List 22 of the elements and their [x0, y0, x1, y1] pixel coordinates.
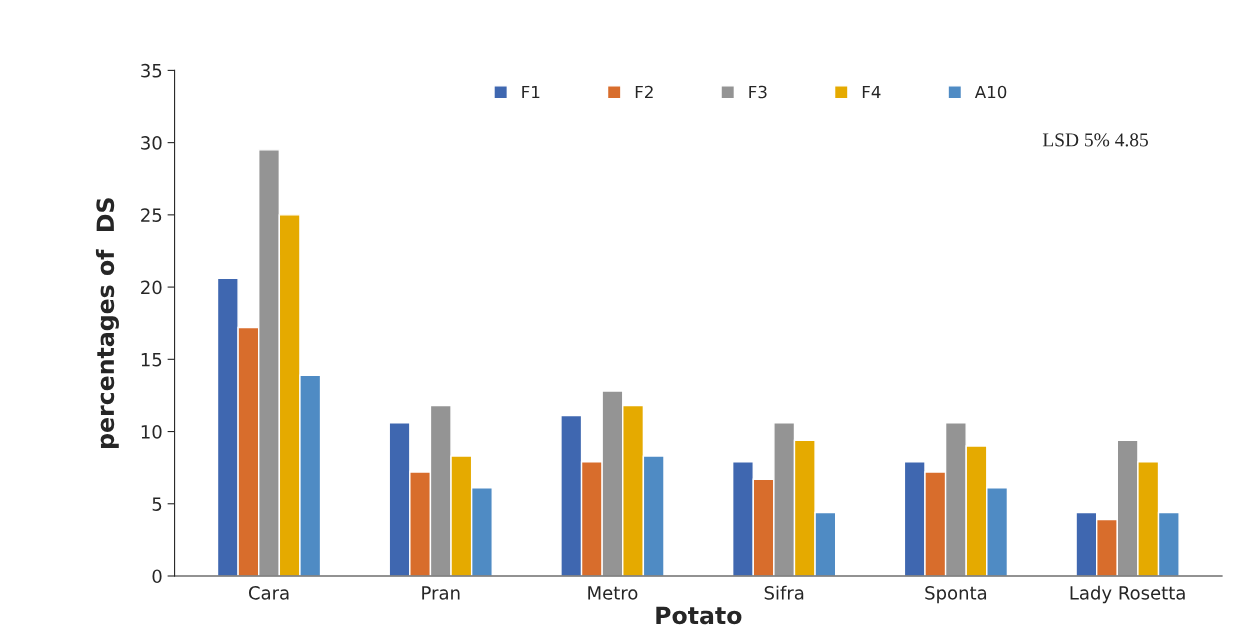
y-axis-title: percentages of DS [95, 198, 119, 448]
y-tick-label: 5 [152, 497, 162, 511]
x-tick-label: Metro [588, 586, 638, 600]
legend-label: F4 [862, 85, 881, 99]
y-tick-label: 30 [141, 136, 162, 150]
legend-label: F2 [635, 85, 653, 99]
y-tick-label: 0 [152, 569, 162, 584]
legend-label: F1 [522, 85, 540, 99]
legend-label: A10 [974, 85, 1007, 99]
x-tick-label: Sponta [925, 586, 987, 604]
x-tick-label: Lady Rosetta [1070, 585, 1185, 604]
y-tick-label: 35 [141, 63, 162, 78]
x-tick-label: Pran [422, 586, 460, 600]
y-tick-label: 15 [141, 353, 162, 367]
x-tick-label: Sifra [764, 585, 804, 600]
legend-label: F3 [749, 85, 767, 99]
y-tick-label: 25 [141, 208, 162, 222]
x-tick-label: Cara [248, 586, 289, 600]
y-tick-label: 20 [141, 280, 162, 295]
y-tick-label: 10 [141, 425, 162, 439]
x-axis-title: Potato [656, 606, 742, 625]
annotation: LSD 5% 4.85 [1042, 133, 1148, 147]
